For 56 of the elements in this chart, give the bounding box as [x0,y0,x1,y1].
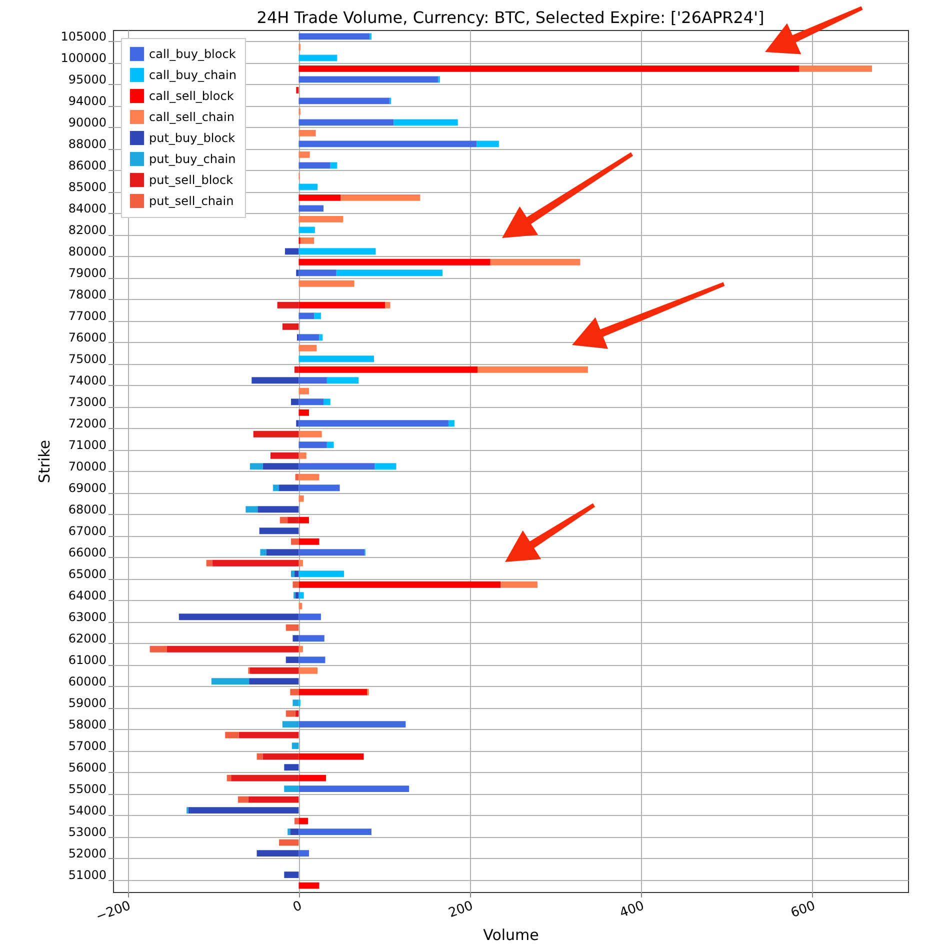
legend-label: call_sell_chain [149,110,234,124]
x-tick-label: 200 [446,898,476,922]
y-tick-label: 62000 [68,631,106,646]
y-tick-label: 105000 [60,29,106,44]
y-tick-label: 90000 [68,115,106,130]
y-tick-label: 70000 [68,459,106,474]
x-tick-label: 600 [788,898,818,922]
y-tick-label: 71000 [68,438,106,452]
y-tick-label: 57000 [68,738,106,753]
y-tick-label: 100000 [60,50,106,65]
y-tick-label: 56000 [68,760,106,774]
y-tick-label: 68000 [68,502,106,516]
y-tick-label: 51000 [68,868,106,882]
y-tick-label: 59000 [68,696,106,710]
y-tick-label: 95000 [68,72,106,86]
x-tick-label: −200 [94,898,133,925]
y-tick-label: 52000 [68,846,106,860]
y-tick-label: 74000 [68,373,106,388]
y-tick-label: 73000 [68,394,106,409]
y-tick-label: 58000 [68,717,106,732]
y-tick-label: 60000 [68,674,106,688]
y-tick-label: 78000 [68,287,106,302]
y-tick-label: 79000 [68,266,106,280]
y-tick-label: 80000 [68,244,106,258]
y-tick-label: 66000 [68,545,106,560]
legend-label: call_buy_chain [149,68,236,82]
legend-label: put_buy_block [149,131,236,145]
legend-label: put_sell_block [149,173,234,187]
y-tick-label: 85000 [68,180,106,194]
y-tick-label: 54000 [68,803,106,818]
y-tick-label: 72000 [68,416,106,430]
y-tick-label: 65000 [68,566,106,581]
legend-label: call_buy_block [149,47,236,61]
x-tick-label: 0 [291,898,304,916]
legend-label: call_sell_block [149,89,234,103]
y-tick-label: 75000 [68,352,106,366]
y-tick-label: 69000 [68,480,106,495]
y-tick-label: 64000 [68,588,106,602]
legend-label: put_sell_chain [149,194,234,208]
y-tick-label: 76000 [68,330,106,344]
y-axis-title: Strike [36,440,54,484]
y-tick-label: 63000 [68,610,106,624]
y-tick-label: 94000 [68,94,106,108]
x-axis-title: Volume [483,926,539,944]
x-tick-label: 400 [618,898,646,922]
y-tick-label: 84000 [68,201,106,216]
chart-title: 24H Trade Volume, Currency: BTC, Selected Expire: ['26APR24'] [256,8,764,27]
y-tick-label: 53000 [68,824,106,839]
y-tick-label: 55000 [68,782,106,796]
y-tick-label: 86000 [68,158,106,172]
y-tick-label: 67000 [68,524,106,538]
y-tick-label: 61000 [68,652,106,667]
y-tick-label: 82000 [68,222,106,237]
legend-label: put_buy_chain [149,152,236,166]
y-tick-label: 77000 [68,308,106,323]
y-tick-label: 88000 [68,136,106,151]
